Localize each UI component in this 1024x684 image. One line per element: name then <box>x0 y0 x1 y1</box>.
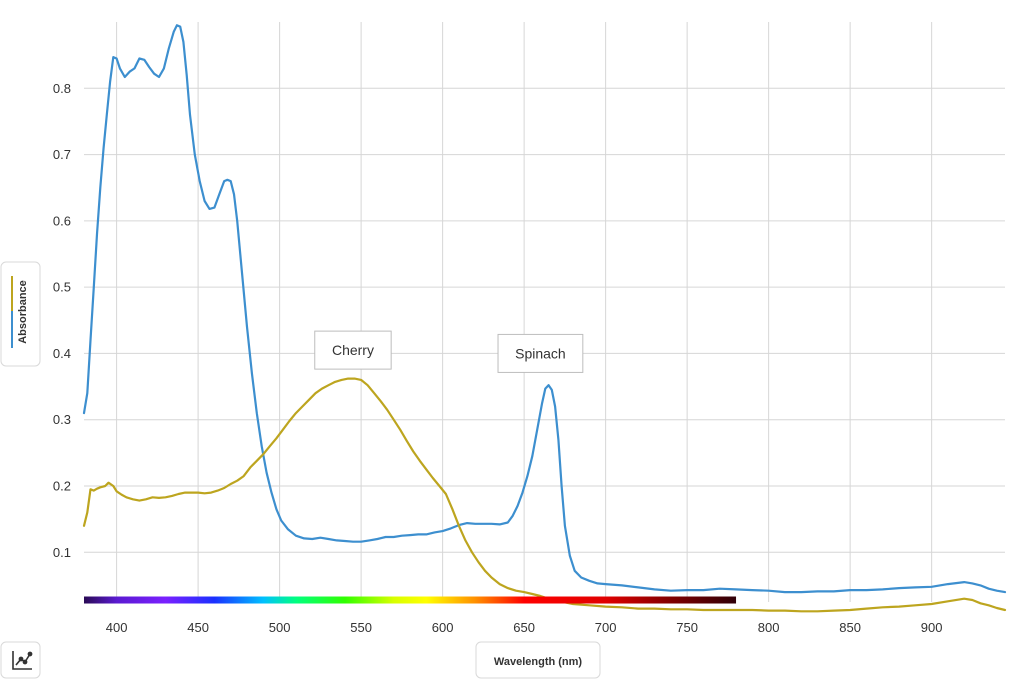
annotation-cherry[interactable]: Cherry <box>314 330 392 370</box>
annotation-label: Cherry <box>332 342 374 358</box>
annotations: Cherry Spinach <box>314 330 584 373</box>
y-tick-label: 0.5 <box>53 280 71 295</box>
x-tick-label: 700 <box>595 620 617 635</box>
series-line-spinach[interactable] <box>82 24 1007 594</box>
x-axis-ticks: 400 450 500 550 600 650 700 750 800 850 900 <box>106 620 943 635</box>
y-axis-ticks: 0.1 0.2 0.3 0.4 0.5 0.6 0.7 0.8 <box>53 81 71 560</box>
x-tick-label: 400 <box>106 620 128 635</box>
x-tick-label: 500 <box>269 620 291 635</box>
y-tick-label: 0.3 <box>53 412 71 427</box>
x-tick-label: 750 <box>676 620 698 635</box>
y-axis-title[interactable]: Absorbance <box>0 261 41 367</box>
annotation-label: Spinach <box>515 345 566 361</box>
x-tick-label: 900 <box>921 620 943 635</box>
y-tick-label: 0.4 <box>53 346 71 361</box>
x-tick-label: 850 <box>839 620 861 635</box>
x-tick-label: 450 <box>187 620 209 635</box>
grid <box>84 22 1005 602</box>
y-tick-label: 0.1 <box>53 545 71 560</box>
y-tick-label: 0.2 <box>53 479 71 494</box>
x-tick-label: 800 <box>758 620 780 635</box>
x-tick-label: 600 <box>432 620 454 635</box>
y-tick-label: 0.6 <box>53 213 71 228</box>
y-tick-label: 0.8 <box>53 81 71 96</box>
visible-spectrum-bar <box>84 596 737 604</box>
annotation-spinach[interactable]: Spinach <box>497 333 584 373</box>
x-axis-title[interactable]: Wavelength (nm) <box>475 641 601 679</box>
x-tick-label: 550 <box>350 620 372 635</box>
x-tick-label: 650 <box>513 620 535 635</box>
spectrum-gradient-bar <box>84 596 737 604</box>
line-chart-icon <box>12 651 33 670</box>
x-axis-label: Wavelength (nm) <box>494 656 583 668</box>
y-tick-label: 0.7 <box>53 147 71 162</box>
series-lines <box>82 24 1007 613</box>
chart-type-button[interactable] <box>0 641 41 679</box>
series-line-cherry[interactable] <box>82 377 1007 613</box>
y-axis-label: Absorbance <box>17 280 29 344</box>
